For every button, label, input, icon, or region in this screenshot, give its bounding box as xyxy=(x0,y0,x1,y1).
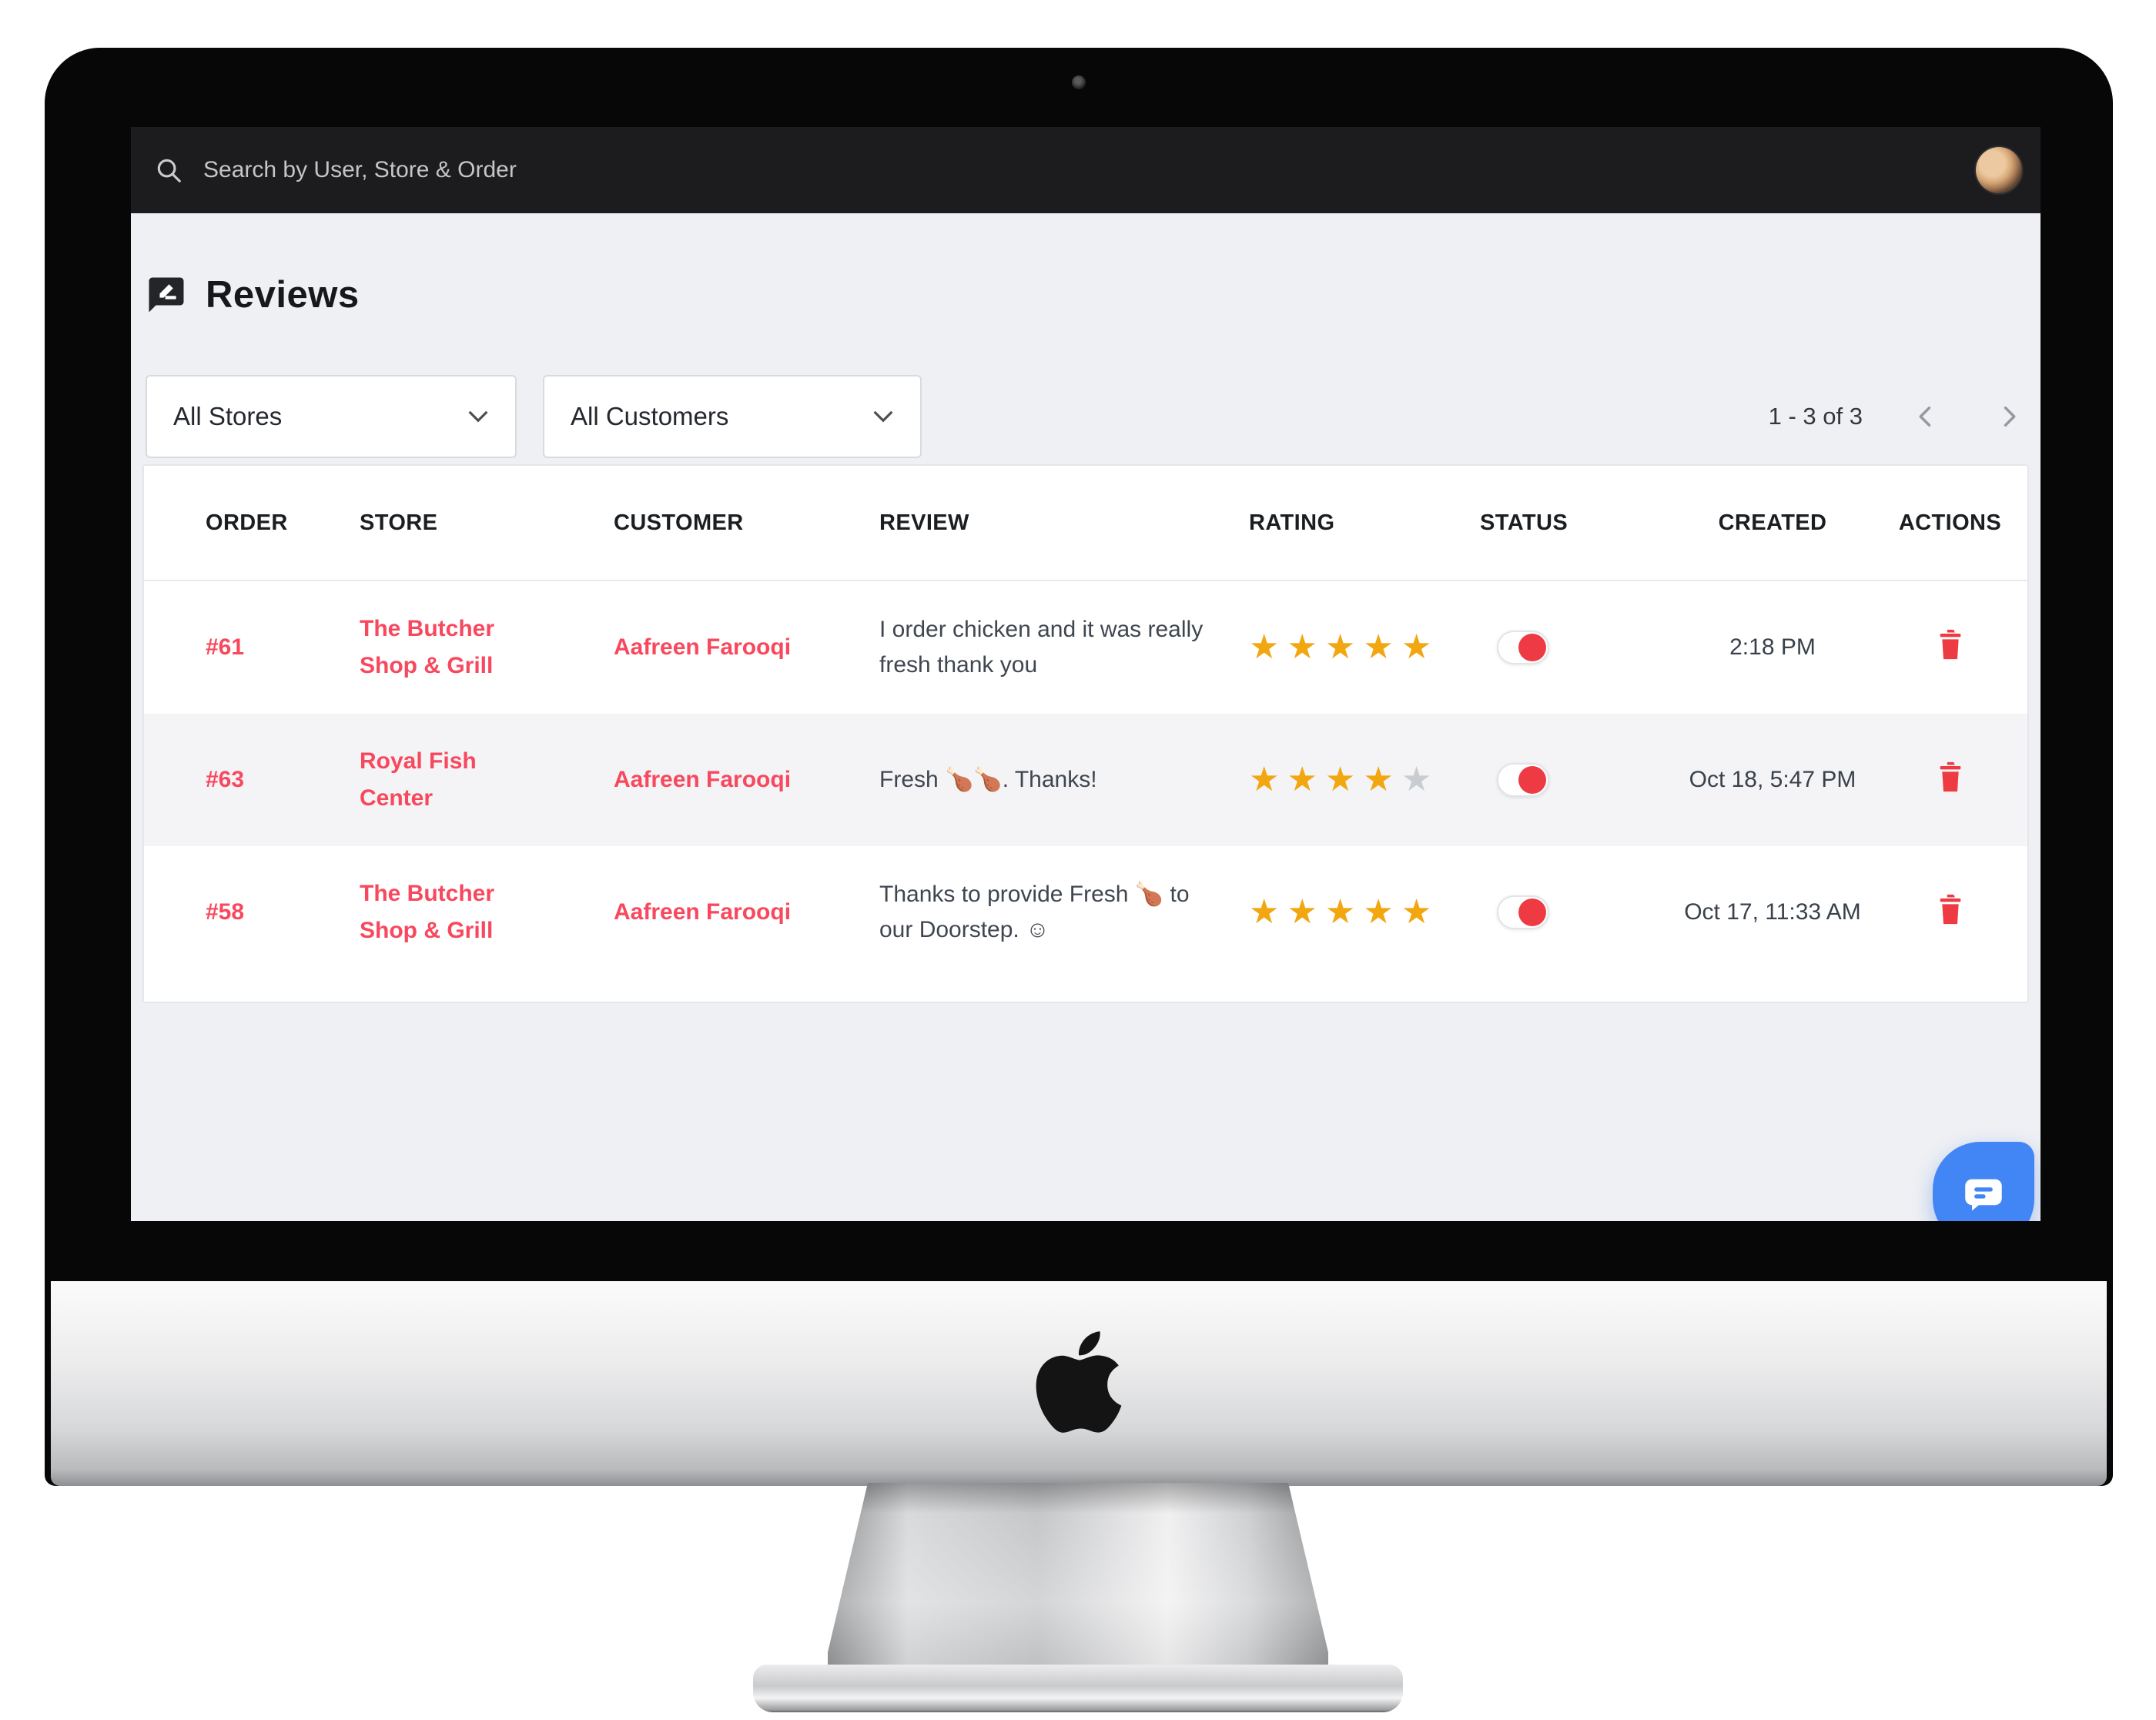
delete-review-button[interactable] xyxy=(1935,760,1966,794)
star-filled-icon: ★ xyxy=(1287,761,1325,798)
star-filled-icon: ★ xyxy=(1324,628,1364,666)
customers-filter-select[interactable]: All Customers xyxy=(543,375,922,458)
column-header-actions: ACTIONS xyxy=(1898,510,2002,535)
app-screen: Reviews All Stores All Customers 1 - 3 xyxy=(131,127,2040,1221)
star-filled-icon: ★ xyxy=(1249,893,1287,931)
created-timestamp: Oct 18, 5:47 PM xyxy=(1689,767,1856,792)
column-header-order: ORDER xyxy=(206,510,288,535)
imac-stand-base xyxy=(753,1665,1403,1712)
order-link[interactable]: #61 xyxy=(206,634,245,660)
table-row: #58 The Butcher Shop & Grill Aafreen Far… xyxy=(144,846,2027,979)
actions-cell xyxy=(1888,892,2012,932)
customers-filter-value: All Customers xyxy=(571,402,729,430)
toggle-knob xyxy=(1518,634,1546,661)
chevron-left-icon xyxy=(1919,407,1931,427)
column-header-status: STATUS xyxy=(1480,510,1568,535)
stores-filter-value: All Stores xyxy=(173,402,283,430)
toggle-knob xyxy=(1518,898,1546,926)
star-filled-icon: ★ xyxy=(1363,761,1401,798)
table-header-row: ORDER STORE CUSTOMER REVIEW RATING STATUS CREA… xyxy=(144,466,2027,581)
star-filled-icon: ★ xyxy=(1249,761,1287,798)
review-text: Fresh 🍗🍗. Thanks! xyxy=(879,766,1097,792)
search-icon xyxy=(157,159,181,182)
created-timestamp: Oct 17, 11:33 AM xyxy=(1684,899,1861,925)
toggle-knob xyxy=(1518,766,1546,794)
star-empty-icon: ★ xyxy=(1401,761,1440,798)
topbar xyxy=(131,127,2040,213)
actions-cell xyxy=(1888,760,2012,800)
order-link[interactable]: #63 xyxy=(206,767,245,792)
reviews-icon xyxy=(149,277,184,313)
order-link[interactable]: #58 xyxy=(206,899,245,925)
search-input[interactable] xyxy=(203,157,896,183)
status-toggle[interactable] xyxy=(1497,631,1549,664)
pagination-range: 1 - 3 of 3 xyxy=(1768,403,1863,430)
star-filled-icon: ★ xyxy=(1324,761,1364,798)
apple-logo xyxy=(1036,1331,1122,1433)
page-title: Reviews xyxy=(206,274,360,316)
status-toggle[interactable] xyxy=(1497,895,1549,929)
stores-filter-select[interactable]: All Stores xyxy=(146,375,517,458)
star-filled-icon: ★ xyxy=(1363,893,1401,931)
page-content: Reviews All Stores All Customers 1 - 3 xyxy=(131,273,2040,1221)
created-timestamp: 2:18 PM xyxy=(1729,634,1816,660)
chevron-down-icon xyxy=(468,410,488,423)
store-link[interactable]: The Butcher Shop & Grill xyxy=(360,881,495,943)
pagination-next-button[interactable] xyxy=(1995,403,2023,430)
star-filled-icon: ★ xyxy=(1287,893,1325,931)
chat-fab-button[interactable] xyxy=(1933,1142,2034,1221)
status-cell xyxy=(1480,895,1657,929)
delete-review-button[interactable] xyxy=(1935,627,1966,661)
chevron-right-icon xyxy=(2004,407,2016,427)
customer-link[interactable]: Aafreen Farooqi xyxy=(614,899,792,925)
customer-link[interactable]: Aafreen Farooqi xyxy=(614,634,792,660)
column-header-created: CREATED xyxy=(1718,510,1827,535)
imac-stand-neck xyxy=(828,1483,1328,1675)
chat-bubble-icon xyxy=(1965,1179,2002,1211)
imac-frame: Reviews All Stores All Customers 1 - 3 xyxy=(45,48,2113,1486)
store-link[interactable]: Royal Fish Center xyxy=(360,748,477,811)
actions-cell xyxy=(1888,627,2012,668)
reviews-table-card: ORDER STORE CUSTOMER REVIEW RATING STATUS CREA… xyxy=(142,464,2029,1003)
column-header-customer: CUSTOMER xyxy=(614,510,744,535)
star-filled-icon: ★ xyxy=(1249,628,1287,666)
store-link[interactable]: The Butcher Shop & Grill xyxy=(360,616,495,678)
table-row: #61 The Butcher Shop & Grill Aafreen Far… xyxy=(144,581,2027,714)
page-header: Reviews xyxy=(142,273,2029,316)
column-header-rating: RATING xyxy=(1249,510,1335,535)
star-filled-icon: ★ xyxy=(1324,893,1364,931)
table-body: #61 The Butcher Shop & Grill Aafreen Far… xyxy=(144,581,2027,979)
review-text: Thanks to provide Fresh 🍗 to our Doorste… xyxy=(879,881,1190,943)
rating-stars: ★★★★★ xyxy=(1249,631,1480,664)
star-filled-icon: ★ xyxy=(1401,893,1440,931)
star-filled-icon: ★ xyxy=(1363,628,1401,666)
pagination-prev-button[interactable] xyxy=(1912,403,1940,430)
user-avatar[interactable] xyxy=(1976,147,2022,193)
trash-icon xyxy=(1940,761,1960,792)
customer-link[interactable]: Aafreen Farooqi xyxy=(614,767,792,792)
delete-review-button[interactable] xyxy=(1935,892,1966,926)
table-row: #63 Royal Fish Center Aafreen Farooqi Fr… xyxy=(144,714,2027,846)
rating-stars: ★★★★★ xyxy=(1249,895,1480,929)
column-header-review: REVIEW xyxy=(879,510,969,535)
pagination: 1 - 3 of 3 xyxy=(1769,403,2029,430)
status-cell xyxy=(1480,763,1657,797)
status-toggle[interactable] xyxy=(1497,763,1549,797)
column-header-store: STORE xyxy=(360,510,438,535)
review-text: I order chicken and it was really fresh … xyxy=(879,616,1204,678)
webcam-dot xyxy=(1072,75,1086,89)
star-filled-icon: ★ xyxy=(1401,628,1440,666)
filter-row: All Stores All Customers 1 - 3 of 3 xyxy=(142,375,2029,458)
imac-chin xyxy=(51,1281,2107,1486)
chevron-down-icon xyxy=(873,410,893,423)
trash-icon xyxy=(1940,629,1960,660)
status-cell xyxy=(1480,631,1657,664)
rating-stars: ★★★★★ xyxy=(1249,763,1480,797)
trash-icon xyxy=(1940,894,1960,925)
star-filled-icon: ★ xyxy=(1287,628,1325,666)
